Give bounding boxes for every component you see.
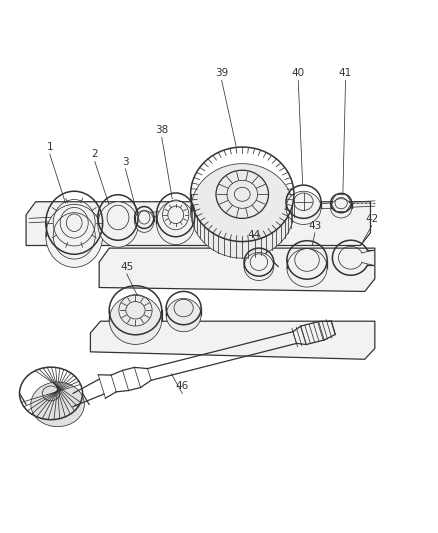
Ellipse shape	[109, 295, 161, 344]
Text: 42: 42	[364, 214, 378, 224]
Text: 44: 44	[247, 230, 260, 240]
Ellipse shape	[134, 211, 153, 232]
Text: 43: 43	[307, 221, 321, 231]
Polygon shape	[99, 248, 374, 292]
Ellipse shape	[98, 201, 138, 247]
Text: 3: 3	[122, 157, 128, 167]
Text: 1: 1	[46, 142, 53, 152]
Ellipse shape	[286, 191, 320, 224]
Polygon shape	[26, 201, 370, 246]
Text: 46: 46	[175, 381, 188, 391]
Text: 39: 39	[215, 68, 228, 78]
Polygon shape	[90, 321, 374, 359]
Ellipse shape	[330, 199, 351, 218]
Text: 2: 2	[91, 149, 98, 159]
Ellipse shape	[190, 164, 293, 258]
Ellipse shape	[286, 248, 326, 287]
Text: 45: 45	[120, 262, 133, 272]
Text: 41: 41	[338, 68, 351, 78]
Ellipse shape	[46, 204, 102, 268]
Ellipse shape	[244, 253, 273, 280]
Text: 38: 38	[155, 125, 168, 135]
Ellipse shape	[156, 201, 194, 245]
Ellipse shape	[166, 298, 201, 332]
Ellipse shape	[31, 382, 84, 426]
Text: 40: 40	[291, 68, 304, 78]
